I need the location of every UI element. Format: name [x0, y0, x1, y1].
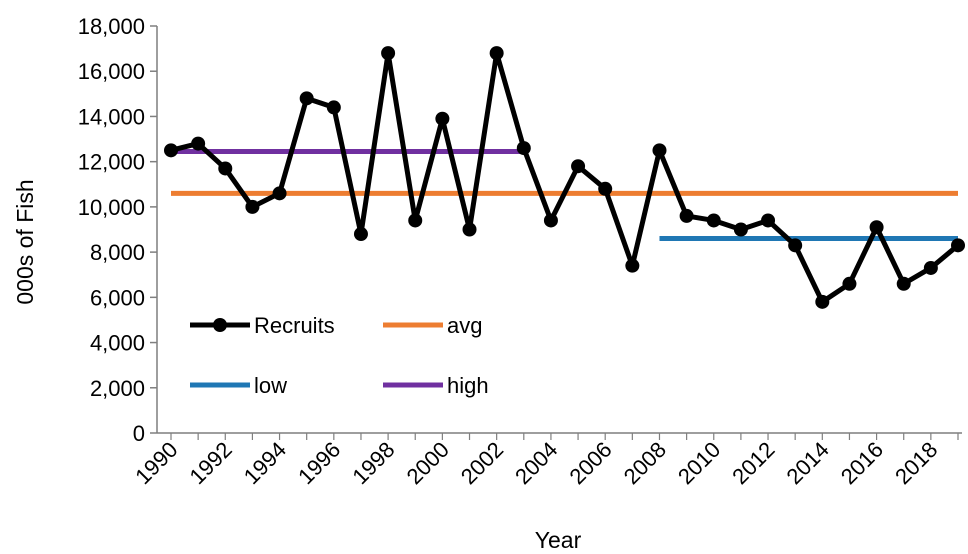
- recruits-point: [951, 238, 965, 253]
- recruits-point: [761, 213, 776, 228]
- y-tick-label: 4,000: [90, 331, 145, 356]
- y-tick-label: 8,000: [90, 240, 145, 265]
- x-axis-title: Year: [535, 527, 582, 553]
- legend-marker-recruits: [213, 318, 227, 332]
- recruits-point: [815, 294, 830, 309]
- x-tick-label: 2008: [619, 437, 671, 489]
- x-tick-label: 2002: [456, 437, 508, 489]
- x-tick-label: 2012: [727, 437, 779, 489]
- legend-label-high: high: [447, 373, 489, 398]
- recruits-point: [462, 222, 477, 237]
- y-tick-label: 0: [133, 421, 145, 446]
- recruits-point: [679, 208, 694, 223]
- recruits-point: [408, 213, 423, 228]
- y-tick-label: 16,000: [78, 59, 145, 84]
- recruits-point: [598, 181, 613, 196]
- x-tick-label: 2018: [890, 437, 942, 489]
- y-axis-title: 000s of Fish: [12, 179, 38, 304]
- legend-label-low: low: [254, 373, 287, 398]
- recruits-series: [164, 46, 965, 309]
- recruits-point: [272, 186, 287, 201]
- y-tick-label: 14,000: [78, 104, 145, 129]
- legend: Recruits avg low high: [190, 313, 489, 398]
- x-tick-label: 2004: [510, 437, 562, 489]
- recruits-point: [571, 159, 586, 174]
- recruits-point: [164, 143, 178, 158]
- recruits-point: [516, 141, 531, 156]
- recruits-point: [381, 46, 396, 61]
- recruits-point: [842, 276, 857, 291]
- recruits-point: [191, 136, 206, 151]
- recruits-point: [245, 199, 260, 214]
- x-tick-label: 1996: [293, 437, 345, 489]
- x-tick-label: 1994: [239, 437, 291, 489]
- recruits-point: [326, 100, 341, 115]
- y-tick-label: 2,000: [90, 376, 145, 401]
- x-tick-label: 2016: [836, 437, 888, 489]
- y-tick-label: 10,000: [78, 195, 145, 220]
- x-tick-label: 2014: [782, 437, 834, 489]
- recruits-point: [788, 238, 803, 253]
- recruits-point: [733, 222, 748, 237]
- recruits-line: [170, 50, 960, 305]
- legend-label-avg: avg: [447, 313, 482, 338]
- recruits-point: [218, 161, 233, 176]
- x-tick-label: 1998: [347, 437, 399, 489]
- x-tick-label: 2000: [402, 437, 454, 489]
- recruits-point: [489, 46, 504, 61]
- x-tick-label: 2006: [564, 437, 616, 489]
- recruits-point: [353, 227, 368, 242]
- axes: 0 2,000 4,000 6,000 8,000 10,000 12,000 14,000 1…: [78, 14, 962, 489]
- y-tick-label: 18,000: [78, 14, 145, 39]
- recruits-point: [652, 143, 667, 158]
- x-tick-label: 1992: [185, 437, 237, 489]
- recruits-point: [706, 213, 721, 228]
- recruits-point: [543, 213, 558, 228]
- y-tick-label: 6,000: [90, 285, 145, 310]
- recruits-point: [625, 258, 640, 273]
- recruits-point: [923, 260, 938, 275]
- legend-label-recruits: Recruits: [254, 313, 335, 338]
- recruits-point: [896, 276, 911, 291]
- recruits-point: [435, 111, 450, 126]
- y-tick-label: 12,000: [78, 150, 145, 175]
- recruits-point: [869, 220, 884, 235]
- x-tick-label: 2010: [673, 437, 725, 489]
- recruits-point: [299, 91, 314, 106]
